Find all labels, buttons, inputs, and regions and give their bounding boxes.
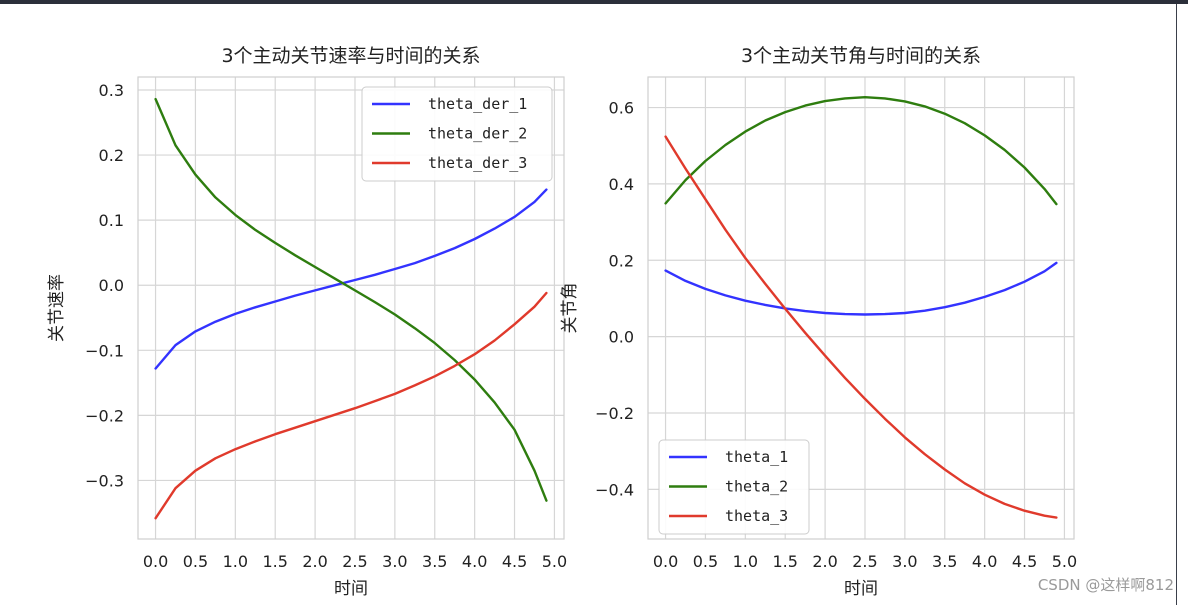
y-tick-label: −0.2	[85, 406, 124, 425]
plot-frame	[647, 76, 1075, 540]
y-tick-label: 0.4	[609, 175, 634, 194]
x-tick-label: 4.5	[502, 552, 527, 571]
legend-label: theta_der_1	[428, 95, 527, 113]
legend-box	[658, 439, 810, 535]
series-line-theta_3	[664, 135, 1058, 519]
x-tick-label: 5.0	[1052, 552, 1077, 571]
legend-box	[361, 86, 553, 182]
watermark-text: CSDN @这样啊812	[1037, 576, 1174, 594]
window-top-frame	[0, 0, 1188, 4]
x-tick-label: 1.0	[733, 552, 758, 571]
series-line-theta_der_2	[154, 97, 548, 502]
y-tick-label: −0.2	[595, 404, 634, 423]
legend: theta_der_1 theta_der_2 theta_der_3	[361, 86, 553, 182]
x-tick-label: 4.0	[972, 552, 997, 571]
x-axis-label: 时间	[334, 579, 368, 599]
x-tick-label: 2.0	[302, 552, 327, 571]
x-tick-label: 3.0	[382, 552, 407, 571]
x-tick-label: 2.5	[852, 552, 877, 571]
y-axis-label: 关节角	[560, 283, 580, 334]
y-tick-label: −0.3	[85, 471, 124, 490]
y-tick-label: 0.1	[99, 211, 124, 230]
legend-label: theta_1	[725, 448, 788, 466]
y-tick-label: 0.0	[99, 276, 124, 295]
x-tick-label: 2.5	[342, 552, 367, 571]
series-line-theta_der_1	[154, 188, 548, 370]
series-line-theta_der_3	[154, 291, 548, 520]
plot-frame	[137, 76, 565, 540]
x-tick-label: 0.0	[143, 552, 168, 571]
chart-panel-2: 0.0 0.5 1.0 1.5 2.0 2.5 3.0 3.5 4.0 4.5 5.0 −0.4 −0.…	[560, 45, 1077, 599]
y-tick-label: −0.4	[595, 480, 634, 499]
x-tick-label: 1.0	[223, 552, 248, 571]
x-tick-label: 4.0	[462, 552, 487, 571]
legend-label: theta_3	[725, 507, 788, 525]
x-tick-label: 3.5	[932, 552, 957, 571]
window-right-border	[1176, 4, 1177, 605]
x-axis-label: 时间	[844, 579, 878, 599]
x-tick-label: 4.5	[1012, 552, 1037, 571]
chart-title: 3个主动关节角与时间的关系	[741, 45, 981, 67]
legend: theta_1 theta_2 theta_3	[658, 439, 810, 535]
y-tick-label: 0.2	[99, 146, 124, 165]
x-tick-label: 0.5	[693, 552, 718, 571]
x-tick-label: 0.5	[183, 552, 208, 571]
y-tick-label: 0.0	[609, 328, 634, 347]
chart-panel-1: 0.0 0.5 1.0 1.5 2.0 2.5 3.0 3.5 4.0 4.5 5.0 −0.3 −0.…	[47, 45, 567, 599]
y-tick-label: 0.3	[99, 81, 124, 100]
x-tick-label: 0.0	[653, 552, 678, 571]
y-tick-label: −0.1	[85, 341, 124, 360]
series-line-theta_2	[664, 95, 1058, 206]
legend-label: theta_2	[725, 478, 788, 496]
y-tick-label: 0.2	[609, 251, 634, 270]
x-tick-label: 3.5	[422, 552, 447, 571]
x-tick-label: 3.0	[892, 552, 917, 571]
y-tick-label: 0.6	[609, 99, 634, 118]
x-tick-label: 5.0	[542, 552, 567, 571]
chart-title: 3个主动关节速率与时间的关系	[221, 45, 480, 67]
x-tick-label: 2.0	[812, 552, 837, 571]
legend-label: theta_der_2	[428, 125, 527, 143]
x-tick-label: 1.5	[262, 552, 287, 571]
x-tick-label: 1.5	[772, 552, 797, 571]
y-axis-label: 关节速率	[47, 274, 67, 342]
series-line-theta_1	[664, 261, 1058, 316]
legend-label: theta_der_3	[428, 154, 527, 172]
